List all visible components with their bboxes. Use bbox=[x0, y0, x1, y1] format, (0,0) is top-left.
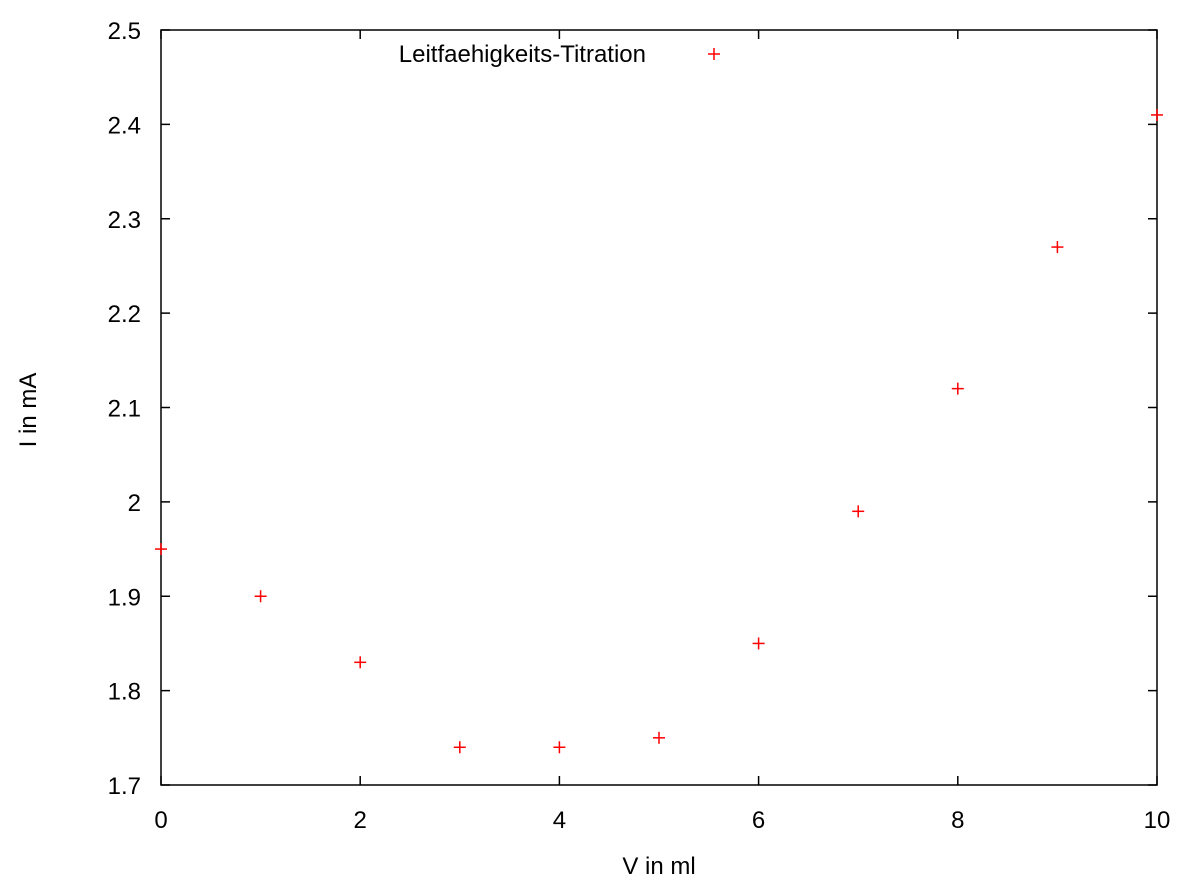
data-point-7 bbox=[852, 505, 865, 518]
y-tick-label-6: 2.3 bbox=[108, 207, 141, 234]
y-tick-label-1: 1.8 bbox=[108, 679, 141, 706]
x-tick-label-1: 2 bbox=[354, 807, 367, 834]
data-point-6 bbox=[752, 637, 765, 650]
x-tick-label-2: 4 bbox=[553, 807, 566, 834]
data-point-2 bbox=[354, 656, 367, 669]
data-point-5 bbox=[653, 731, 665, 744]
axis-ticks bbox=[160, 29, 1158, 786]
data-point-3 bbox=[453, 741, 466, 754]
x-tick-label-0: 0 bbox=[154, 807, 167, 834]
y-tick-label-3: 2 bbox=[128, 490, 141, 517]
legend: Leitfaehigkeits-Titration bbox=[399, 41, 720, 68]
y-tick-label-8: 2.5 bbox=[108, 18, 141, 45]
y-tick-label-4: 2.1 bbox=[108, 396, 141, 423]
legend-marker-plus bbox=[708, 48, 720, 60]
x-tick-label-5: 10 bbox=[1144, 807, 1171, 834]
data-points bbox=[155, 108, 1163, 754]
y-tick-label-7: 2.4 bbox=[108, 112, 141, 139]
data-point-9 bbox=[1051, 241, 1064, 254]
y-tick-label-2: 1.9 bbox=[108, 584, 141, 611]
legend-marker bbox=[708, 48, 720, 60]
legend-label: Leitfaehigkeits-Titration bbox=[399, 41, 646, 68]
y-tick-label-0: 1.7 bbox=[108, 773, 141, 800]
data-point-0 bbox=[155, 543, 167, 556]
data-point-10 bbox=[1151, 108, 1163, 121]
x-tick-label-4: 8 bbox=[951, 807, 964, 834]
data-point-1 bbox=[254, 590, 267, 603]
tick-labels: 0 2 4 6 8 10 1.7 1.8 1.9 2 2.1 2.2 2.3 2.4 2.5 bbox=[108, 18, 1171, 834]
x-axis-label: V in ml bbox=[622, 853, 695, 880]
data-point-8 bbox=[951, 382, 964, 395]
data-point-4 bbox=[553, 741, 566, 754]
plot-frame bbox=[160, 29, 1158, 786]
y-tick-label-5: 2.2 bbox=[108, 301, 141, 328]
x-tick-label-3: 6 bbox=[752, 807, 765, 834]
y-axis-label: I in mA bbox=[15, 373, 42, 448]
